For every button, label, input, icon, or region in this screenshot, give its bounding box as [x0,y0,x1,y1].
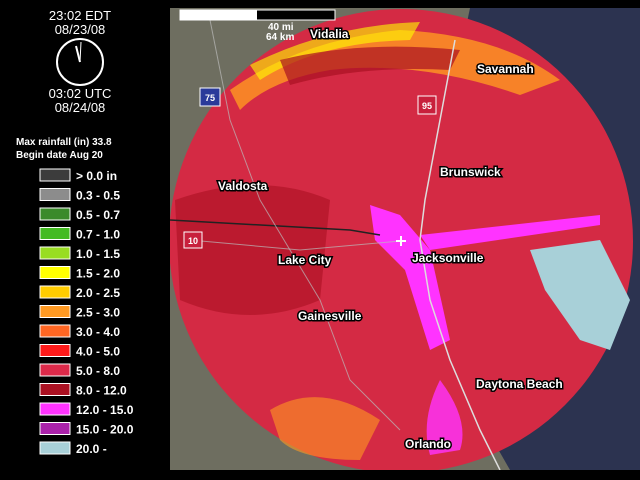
legend-label: 3.0 - 4.0 [76,325,120,339]
legend-label: 8.0 - 12.0 [76,384,127,398]
legend-swatch [39,363,71,377]
legend-swatch [39,246,71,260]
legend-label: 1.0 - 1.5 [76,247,120,261]
city-label: Valdosta [218,179,268,193]
legend-swatch [39,266,71,279]
utc-time: 03:02 UTC [49,86,112,101]
legend-label: 2.0 - 2.5 [76,286,120,300]
legend-label: 1.5 - 2.0 [76,267,120,281]
max-rainfall: Max rainfall (in) 33.8 [16,137,112,148]
local-date: 08/23/08 [55,22,106,37]
legend-label: 0.7 - 1.0 [76,228,120,242]
legend-swatch [39,383,71,396]
city-label: Savannah [477,62,534,76]
legend-label: 15.0 - 20.0 [76,423,134,437]
highway-label: 95 [422,101,432,111]
legend-swatch [39,188,71,201]
highway-shields [183,87,437,249]
legend-swatch [39,285,71,299]
legend-swatch [39,168,71,182]
legend-label: > 0.0 in [76,169,117,183]
city-label: Lake City [278,253,332,267]
legend-label: 0.3 - 0.5 [76,189,120,203]
scale-bar [179,9,336,21]
legend-swatch [39,227,71,240]
clock [56,38,104,86]
city-label: Brunswick [440,165,501,179]
city-label: Gainesville [298,309,362,323]
scale-miles: 40 mi [268,22,294,33]
highway-label: 75 [205,93,215,103]
highway-label: 10 [188,236,198,246]
legend-swatch [39,441,71,455]
city-label: Daytona Beach [476,377,563,391]
legend-swatch [39,402,71,416]
legend-label: 0.5 - 0.7 [76,208,120,222]
legend-swatch [39,305,71,318]
begin-date: Begin date Aug 20 [16,150,103,161]
map [170,8,640,470]
city-label: Jacksonville [412,251,484,265]
legend-label: 12.0 - 15.0 [76,403,134,417]
legend-label: 4.0 - 5.0 [76,345,120,359]
legend-swatch [39,207,71,221]
city-label: Orlando [405,437,451,451]
legend-label: 5.0 - 8.0 [76,364,120,378]
local-time: 23:02 EDT [49,8,111,23]
utc-date: 08/24/08 [55,100,106,115]
scale-km: 64 km [266,32,294,43]
legend-swatch [39,324,71,338]
city-label: Vidalia [310,27,349,41]
legend-swatch [39,344,71,357]
legend-label: 2.5 - 3.0 [76,306,120,320]
legend-swatch [39,422,71,435]
legend-label: 20.0 - [76,442,107,456]
